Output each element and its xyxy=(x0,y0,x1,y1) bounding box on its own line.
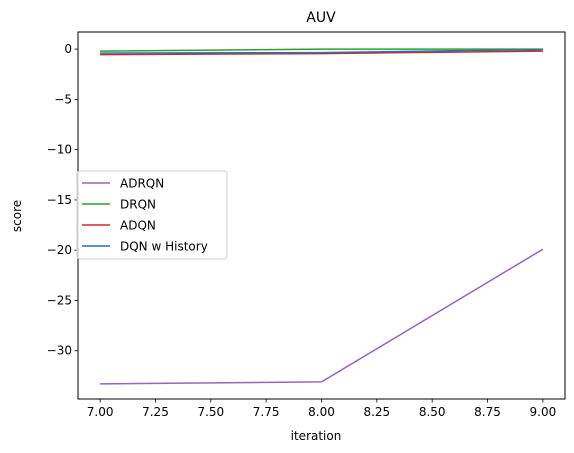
series-line-0 xyxy=(100,248,544,385)
x-tick-label: 7.50 xyxy=(197,405,224,419)
x-tick-label: 8.00 xyxy=(308,405,335,419)
x-tick-label: 7.25 xyxy=(142,405,169,419)
x-axis: 7.00 7.25 7.50 7.75 8.00 8.25 8.50 8.75 9.00 xyxy=(87,399,556,419)
x-tick-label: 7.75 xyxy=(253,405,280,419)
y-tick-label: −5 xyxy=(54,92,72,106)
y-tick-label: 0 xyxy=(64,42,72,56)
y-tick-label: −25 xyxy=(47,293,72,307)
x-tick-label: 9.00 xyxy=(530,405,557,419)
y-tick-label: −20 xyxy=(47,243,72,257)
y-axis-label: score xyxy=(10,200,24,232)
x-tick-label: 7.00 xyxy=(87,405,114,419)
y-tick-label: −15 xyxy=(47,193,72,207)
y-tick-label: −10 xyxy=(47,143,72,157)
legend-box xyxy=(76,170,228,260)
chart-title: AUV xyxy=(306,10,336,26)
legend-label-3: DQN w History xyxy=(120,240,208,254)
series-line-1 xyxy=(100,48,543,52)
legend-label-1: DRQN xyxy=(120,198,156,212)
plot-lines xyxy=(100,48,544,385)
legend-label-0: ADRQN xyxy=(120,177,164,191)
x-tick-label: 8.75 xyxy=(474,405,501,419)
legend: ADRQN DRQN ADQN DQN w History xyxy=(76,170,228,260)
series-line-3 xyxy=(100,48,543,54)
x-axis-label: iteration xyxy=(291,429,342,443)
y-axis: 0 −5 −10 −15 −20 −25 −30 xyxy=(47,42,78,358)
series-line-2 xyxy=(100,50,543,56)
y-tick-label: −30 xyxy=(47,344,72,358)
x-tick-label: 8.50 xyxy=(419,405,446,419)
x-tick-label: 8.25 xyxy=(363,405,390,419)
legend-label-2: ADQN xyxy=(120,219,156,233)
